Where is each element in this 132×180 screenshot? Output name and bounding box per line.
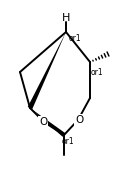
Polygon shape xyxy=(30,108,65,137)
Text: O: O xyxy=(39,117,47,127)
Text: or1: or1 xyxy=(62,137,75,146)
Text: or1: or1 xyxy=(69,34,82,43)
Polygon shape xyxy=(28,32,66,109)
Text: H: H xyxy=(62,13,70,23)
Text: or1: or1 xyxy=(91,68,104,77)
Text: O: O xyxy=(75,115,83,125)
